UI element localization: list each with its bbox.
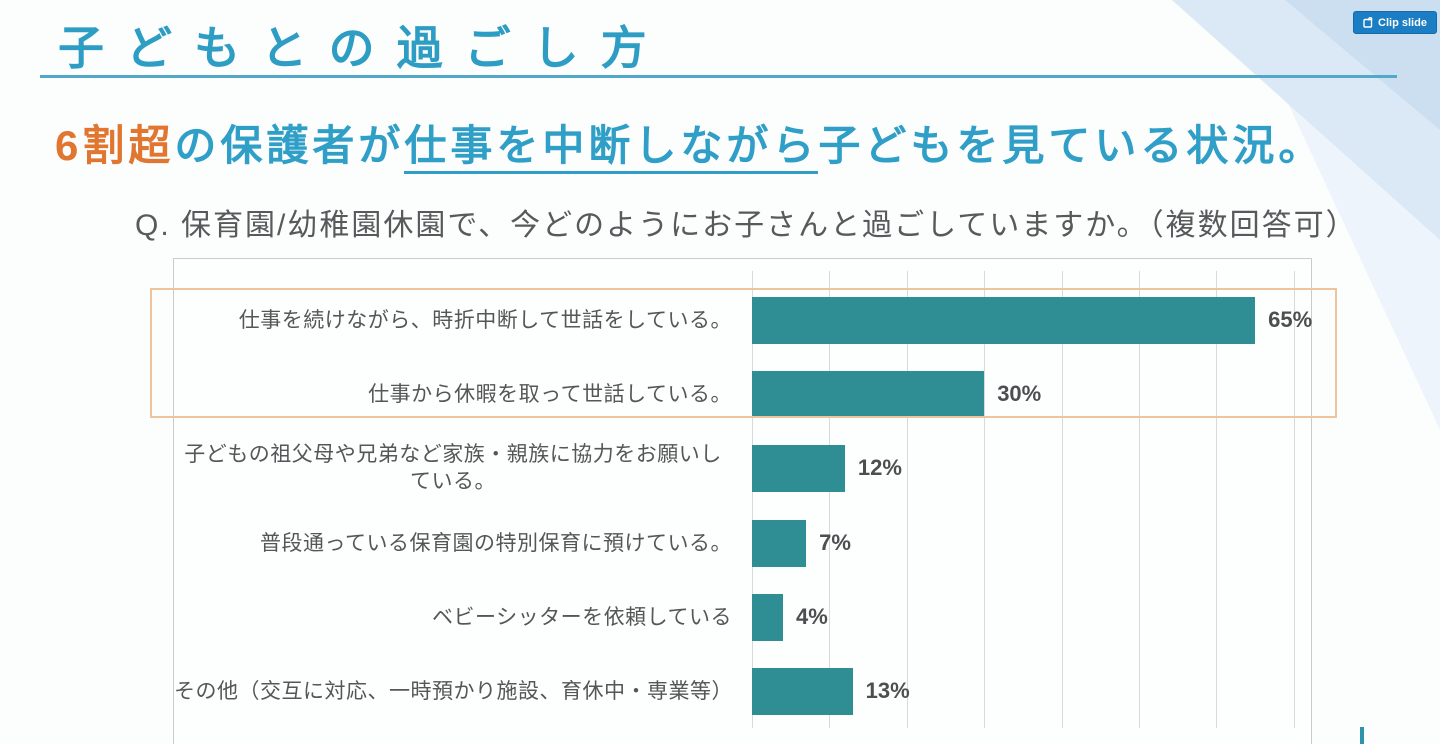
- bar: [752, 519, 807, 567]
- clip-icon: [1363, 17, 1373, 28]
- gridline: [752, 271, 753, 728]
- bar-category-label: 子どもの祖父母や兄弟など家族・親族に協力をお願いしている。: [184, 443, 722, 493]
- gridline: [906, 271, 908, 728]
- survey-question: Q. 保育園/幼稚園休園で、今どのようにお子さんと過ごしていますか。（複数回答可…: [135, 209, 1358, 242]
- bar: [752, 667, 853, 715]
- gridline: [1293, 271, 1295, 728]
- bottom-corner-accent: [1360, 727, 1364, 744]
- gridline: [984, 271, 986, 728]
- slide-subtitle: 6割超の保護者が仕事を中断しながら子どもを見ている状況。: [55, 112, 1425, 174]
- bar-chart: 仕事を続けながら、時折中断して世話をしている。 65% 仕事から休暇を取って世話して…: [173, 258, 1312, 744]
- bar-value-label: 30%: [997, 381, 1042, 406]
- bar-category-label: 普段通っている保育園の特別保育に預けている。: [260, 531, 732, 555]
- title-underline: [40, 75, 1397, 78]
- bar-category-label: ベビーシッターを依頼している: [432, 605, 732, 629]
- slide-title: 子どもとの過ごし方: [58, 22, 669, 74]
- bar-value-label: 65%: [1268, 307, 1313, 332]
- bar-value-label: 4%: [795, 604, 828, 629]
- bar-value-label: 7%: [819, 530, 851, 555]
- subtitle-highlight-number: 6割超: [55, 122, 175, 169]
- clip-slide-label: Clip slide: [1378, 16, 1427, 29]
- bar: [752, 296, 1256, 344]
- bar: [752, 444, 845, 492]
- gridline: [1139, 271, 1140, 728]
- bar-category-label: その他（交互に対応、一時預かり施設、育休中・専業等）: [174, 679, 733, 703]
- subtitle-segment: 子どもを見ている状況。: [818, 122, 1325, 169]
- bar: [752, 593, 783, 641]
- subtitle-underlined-phrase: 仕事を中断しながら: [404, 122, 819, 174]
- bar-value-label: 12%: [857, 455, 902, 480]
- gridline: [1216, 271, 1218, 728]
- clip-slide-button[interactable]: Clip slide: [1353, 11, 1437, 34]
- subtitle-segment: の保護者が: [174, 122, 405, 169]
- bar-category-label: 仕事を続けながら、時折中断して世話をしている。: [238, 308, 732, 332]
- bar: [752, 370, 985, 418]
- bar-category-label: 仕事から休暇を取って世話している。: [368, 382, 732, 406]
- gridline: [829, 271, 831, 728]
- bar-value-label: 13%: [865, 678, 910, 703]
- gridline: [1061, 271, 1063, 728]
